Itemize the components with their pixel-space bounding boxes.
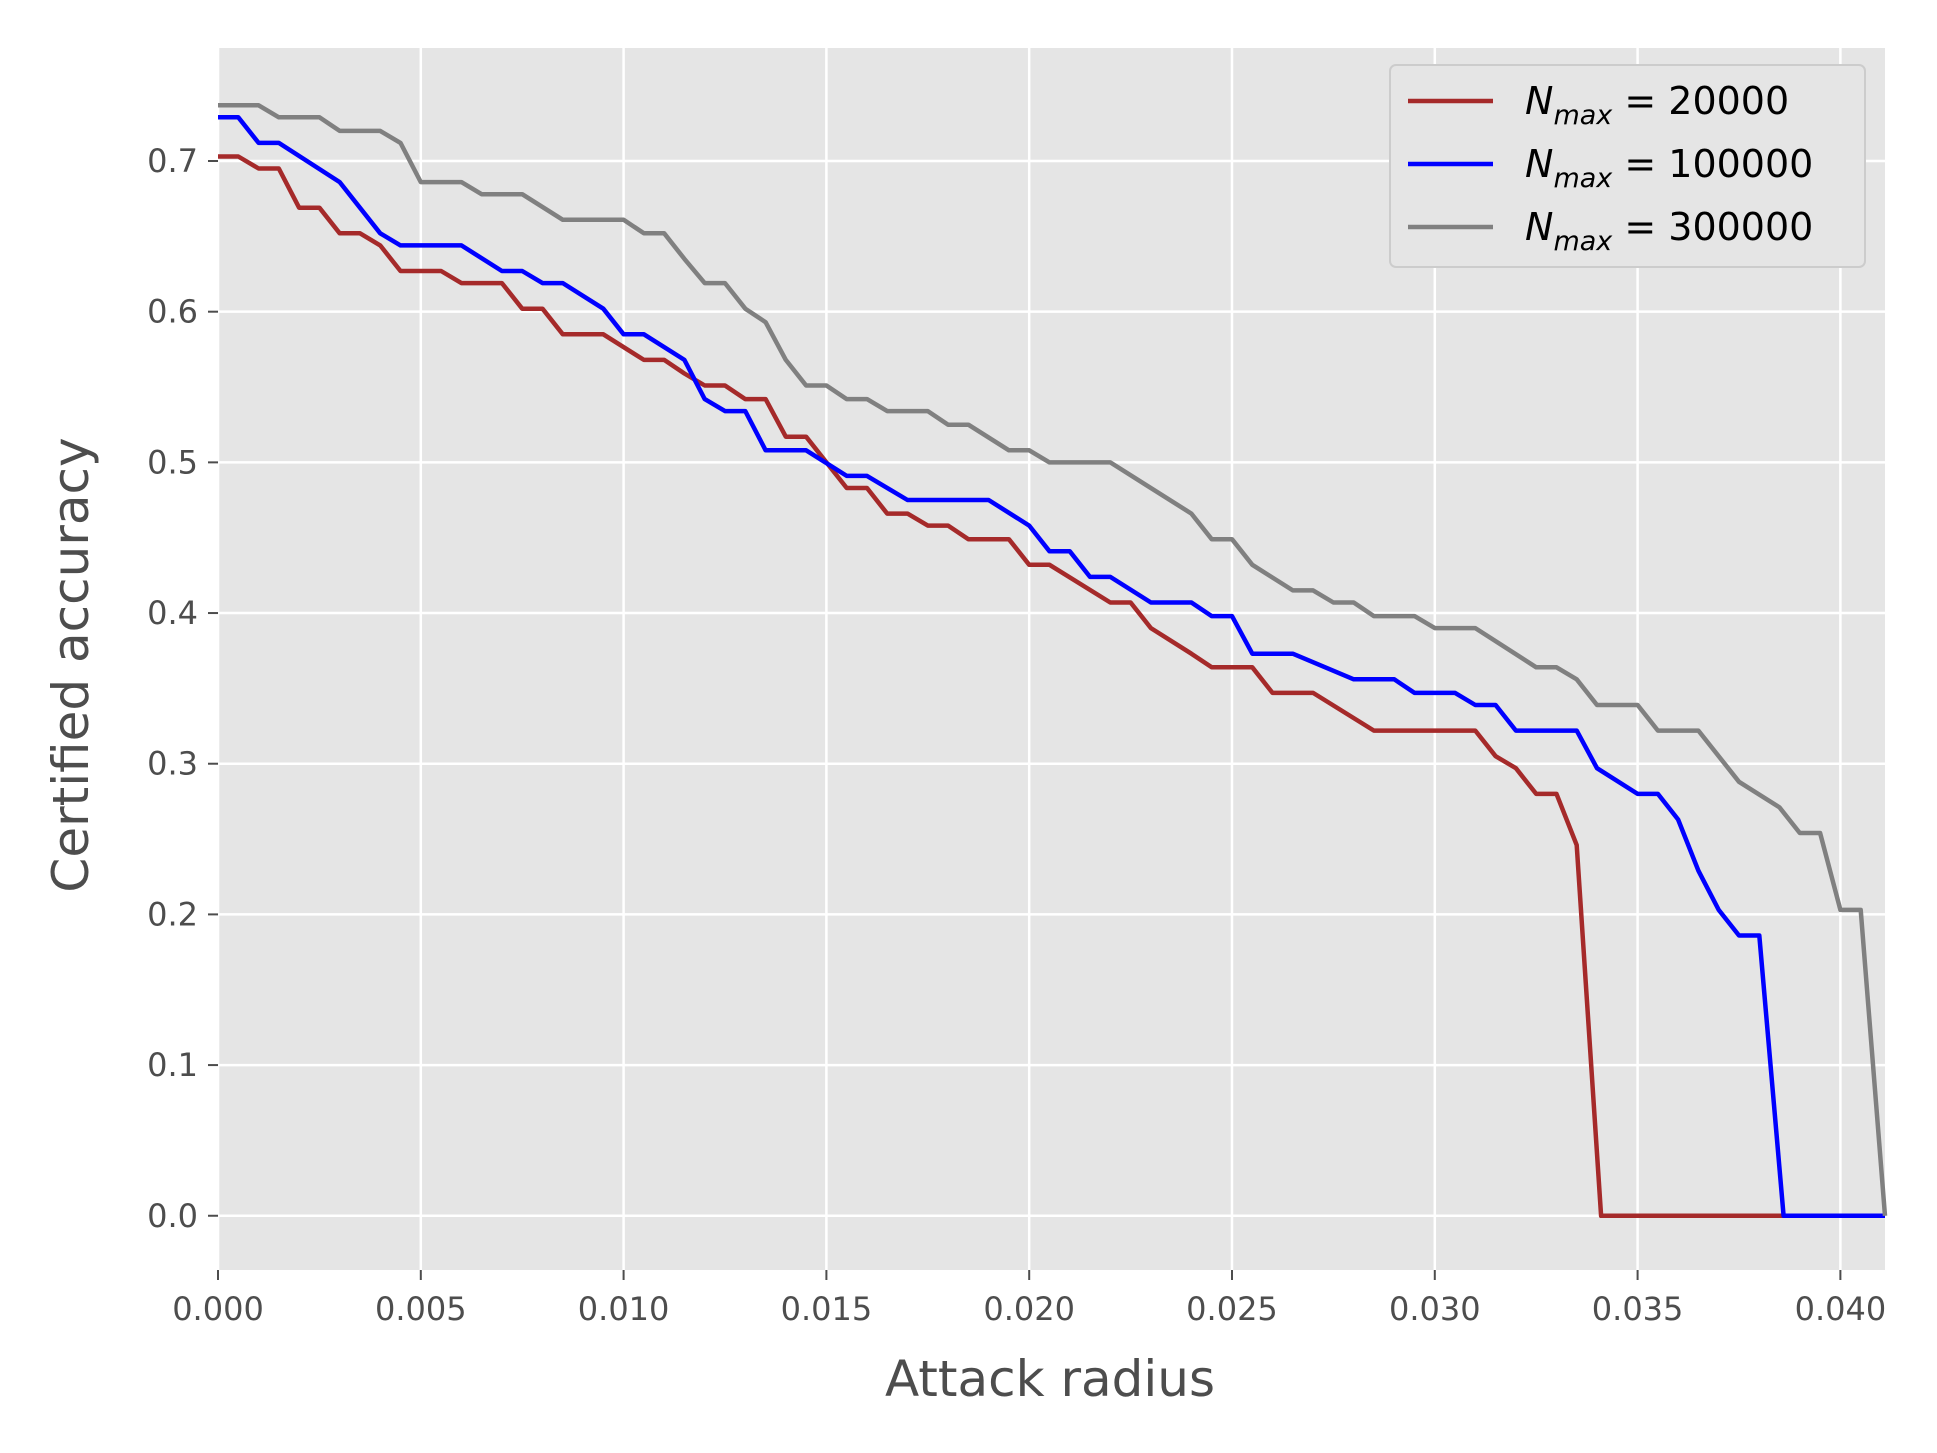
y-tick-label: 0.1 <box>147 1046 198 1084</box>
y-tick-label: 0.6 <box>147 293 198 331</box>
y-tick-label: 0.2 <box>147 895 198 933</box>
series-layer <box>218 103 1888 1219</box>
series-line-2 <box>218 115 1885 1219</box>
y-tick-label: 0.5 <box>147 443 198 481</box>
legend-label-3: Nmax = 300000 <box>1525 205 1813 257</box>
y-tick-label: 0.7 <box>147 142 198 180</box>
x-tick-label: 0.025 <box>1186 1290 1278 1328</box>
x-tick-label: 0.015 <box>781 1290 873 1328</box>
x-tick-label: 0.000 <box>172 1290 264 1328</box>
x-tick-label: 0.010 <box>578 1290 670 1328</box>
series-line-3 <box>218 103 1888 1216</box>
x-tick-label: 0.020 <box>983 1290 1075 1328</box>
x-tick-label: 0.035 <box>1592 1290 1684 1328</box>
legend-box <box>1389 64 1866 268</box>
y-axis: 0.0 0.1 0.2 0.3 0.4 0.5 0.6 0.7 <box>147 142 218 1235</box>
y-tick-label: 0.3 <box>147 745 198 783</box>
legend: Nmax = 20000 Nmax = 100000 Nmax = 300000 <box>1389 64 1866 268</box>
x-tick-label: 0.005 <box>375 1290 467 1328</box>
y-tick-label: 0.0 <box>147 1197 198 1235</box>
y-axis-label: Certified accuracy <box>42 437 100 892</box>
legend-label-2: Nmax = 100000 <box>1525 142 1813 194</box>
x-tick-label: 0.040 <box>1795 1290 1887 1328</box>
x-axis: 0.000 0.005 0.010 0.015 0.020 0.025 0.030 0.035… <box>172 1270 1886 1328</box>
x-axis-label: Attack radius <box>885 1350 1215 1408</box>
legend-label-1: Nmax = 20000 <box>1525 79 1789 131</box>
series-line-1 <box>218 154 1885 1219</box>
x-tick-label: 0.030 <box>1389 1290 1481 1328</box>
y-tick-label: 0.4 <box>147 594 198 632</box>
